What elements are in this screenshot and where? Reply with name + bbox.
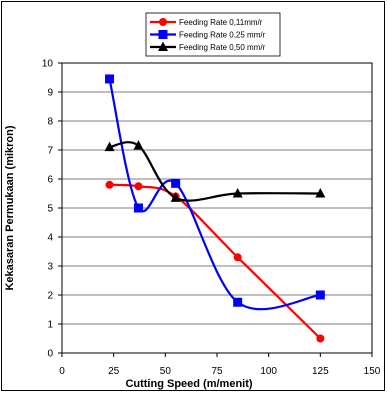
data-point: [315, 290, 325, 300]
data-point: [170, 192, 181, 202]
x-tick-label: 0: [59, 366, 65, 377]
y-tick-label: 5: [47, 204, 53, 215]
legend-swatch-marker: [159, 18, 167, 26]
data-point: [104, 141, 115, 152]
data-point: [233, 297, 243, 307]
x-tick-label: 125: [312, 366, 329, 377]
legend-items: Feeding Rate 0,11mm/r Feeding Rate 0,25 m…: [150, 18, 266, 52]
grid-lines: [62, 91, 372, 325]
x-tick-label: 75: [211, 366, 223, 377]
data-point: [316, 334, 325, 343]
legend-swatch-marker: [158, 41, 168, 51]
data-point: [105, 74, 115, 84]
x-axis-title: Cutting Speed (m/menit): [125, 378, 252, 390]
y-tick-label: 1: [47, 320, 53, 331]
legend-label: Feeding Rate 0,50 mm/r: [179, 43, 266, 52]
x-tick-label: 25: [108, 366, 120, 377]
legend-label: Feeding Rate 0,11mm/r: [179, 18, 263, 27]
data-point: [134, 182, 143, 191]
data-point: [315, 188, 326, 198]
legend-label: Feeding Rate 0,25 mm/r: [179, 31, 266, 40]
y-axis-title: Kekasaran Permukaan (mikron): [4, 125, 16, 290]
data-point: [171, 178, 181, 188]
x-tick-label: 150: [364, 366, 381, 377]
series-2: [105, 74, 325, 311]
y-tick-label: 10: [42, 59, 54, 70]
legend-swatch-marker: [158, 30, 168, 39]
series-line: [109, 183, 322, 340]
series-3: [104, 140, 326, 202]
series-group: [104, 74, 326, 343]
legend: Feeding Rate 0,11mm/r Feeding Rate 0,25 m…: [145, 12, 281, 57]
data-point: [133, 140, 144, 150]
y-tick-label: 9: [47, 88, 53, 99]
y-tick-label: 4: [47, 233, 53, 244]
y-tick-label: 6: [47, 175, 53, 186]
data-point: [233, 253, 242, 262]
y-tick-label: 3: [47, 262, 53, 273]
data-point: [105, 180, 114, 189]
data-point: [232, 188, 243, 198]
x-tick-label: 100: [260, 366, 277, 377]
y-tick-label: 0: [47, 349, 53, 360]
data-point: [133, 203, 143, 213]
y-tick-label: 8: [47, 117, 53, 128]
y-tick-label: 2: [47, 291, 53, 302]
y-tick-label: 7: [47, 146, 53, 157]
x-tick-label: 50: [160, 366, 172, 377]
